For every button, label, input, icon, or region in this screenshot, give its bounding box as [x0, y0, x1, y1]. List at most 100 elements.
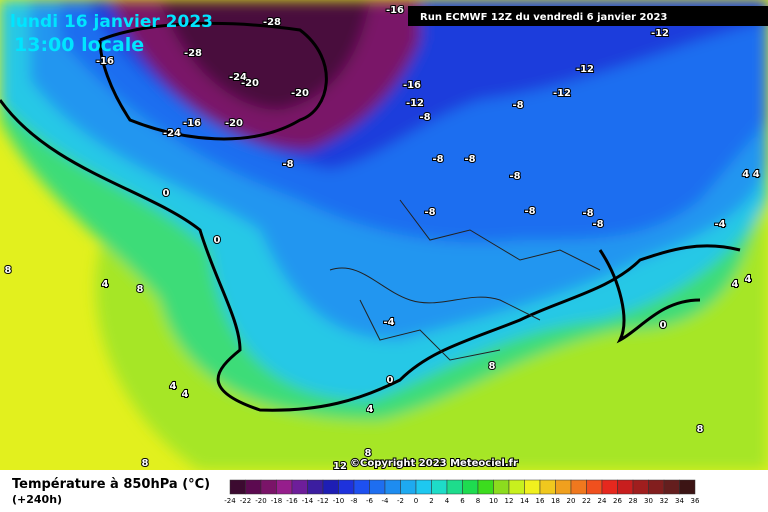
isotherm-label: 8	[697, 424, 704, 435]
isotherm-label: 8	[489, 361, 496, 372]
isotherm-label: -8	[512, 100, 523, 111]
scale-tick-label: 18	[551, 497, 560, 505]
scale-tick-label: -14	[302, 497, 314, 505]
color-swatch	[539, 479, 556, 495]
isotherm-label: -20	[225, 118, 243, 129]
isotherm-label: -24	[229, 72, 247, 83]
scale-tick-label: -16	[286, 497, 298, 505]
temperature-field	[0, 0, 768, 470]
isotherm-label: 4	[102, 279, 109, 290]
isotherm-label: 0	[660, 320, 667, 331]
color-swatch	[679, 479, 696, 495]
color-swatch	[632, 479, 649, 495]
isotherm-label: -12	[553, 88, 571, 99]
scale-tick-label: -2	[397, 497, 404, 505]
legend-title: Température à 850hPa (°C)	[12, 477, 210, 492]
scale-tick-label: 16	[536, 497, 545, 505]
run-info: Run ECMWF 12Z du vendredi 6 janvier 2023	[420, 12, 667, 23]
scale-tick-label: -10	[333, 497, 344, 505]
isotherm-label: 8	[137, 284, 144, 295]
color-swatch	[229, 479, 246, 495]
scale-tick-label: -18	[271, 497, 282, 505]
scale-tick-label: -12	[317, 497, 328, 505]
isotherm-label: -8	[524, 206, 535, 217]
scale-tick-label: 30	[644, 497, 653, 505]
color-swatch	[260, 479, 277, 495]
color-swatch	[338, 479, 355, 495]
isotherm-label: 4	[182, 389, 189, 400]
scale-tick-label: 34	[675, 497, 684, 505]
isotherm-label: -12	[576, 64, 594, 75]
isotherm-label: -28	[184, 48, 202, 59]
color-swatch	[648, 479, 665, 495]
isotherm-label: 4	[170, 381, 177, 392]
isotherm-label: -12	[651, 28, 669, 39]
color-swatch	[322, 479, 339, 495]
color-swatch	[617, 479, 634, 495]
scale-tick-label: 26	[613, 497, 622, 505]
legend-subtitle: (+240h)	[12, 493, 62, 506]
color-swatch	[508, 479, 525, 495]
isotherm-label: -8	[432, 154, 443, 165]
color-swatch	[307, 479, 324, 495]
isotherm-label: -8	[419, 112, 430, 123]
forecast-date: lundi 16 janvier 2023	[10, 12, 213, 32]
forecast-time: 13:00 locale	[14, 34, 144, 56]
color-swatch	[446, 479, 463, 495]
isotherm-label: 0	[214, 235, 221, 246]
isotherm-label: -16	[96, 56, 114, 67]
color-swatch	[524, 479, 541, 495]
color-swatch	[415, 479, 432, 495]
isotherm-label: 4	[732, 279, 739, 290]
isotherm-label: 0	[387, 375, 394, 386]
scale-tick-label: 6	[460, 497, 465, 505]
isotherm-label: 8	[142, 458, 149, 469]
color-swatch	[663, 479, 680, 495]
scale-tick-label: 24	[598, 497, 607, 505]
scale-tick-label: 28	[629, 497, 638, 505]
color-swatch	[245, 479, 262, 495]
color-swatch	[570, 479, 587, 495]
color-swatch	[601, 479, 618, 495]
color-swatch	[586, 479, 603, 495]
isotherm-label: 4 4	[742, 169, 759, 180]
isotherm-label: -8	[592, 219, 603, 230]
isotherm-label: -12	[406, 98, 424, 109]
run-box	[408, 6, 768, 26]
scale-tick-label: 8	[476, 497, 480, 505]
scale-tick-label: 12	[505, 497, 514, 505]
scale-tick-label: 22	[582, 497, 591, 505]
color-swatch	[400, 479, 417, 495]
color-swatch	[291, 479, 308, 495]
isotherm-label: -28	[263, 17, 281, 28]
color-swatch	[555, 479, 572, 495]
isotherm-labels: -28-16-12-16-28-24-20-20-16-12-12 -8-12-2…	[4, 4, 761, 473]
color-scale: -24 -22 -20 -18 -16 -14 -12 -10 -8 -6 -4 -2 0 2 4 6 8 10 1…	[224, 479, 700, 505]
scale-tick-label: -22	[240, 497, 251, 505]
isotherm-label: -24	[163, 128, 181, 139]
isotherm-label: -4	[714, 219, 725, 230]
isotherm-label: 8	[365, 448, 372, 459]
scale-tick-label: 10	[489, 497, 498, 505]
isotherm-label: -8	[282, 159, 293, 170]
isotherm-label: -16	[183, 118, 201, 129]
copyright: ©Copyright 2023 Meteociel.fr	[350, 458, 518, 469]
isotherm-label: -8	[424, 207, 435, 218]
isotherm-label: 4	[367, 404, 374, 415]
scale-tick-label: -8	[351, 497, 358, 505]
isotherm-label: -8	[464, 154, 475, 165]
isotherm-label: -8	[509, 171, 520, 182]
borders	[329, 199, 601, 361]
isotherm-label: 4	[745, 274, 752, 285]
color-swatch	[369, 479, 386, 495]
scale-tick-label: 32	[660, 497, 669, 505]
color-swatch	[462, 479, 479, 495]
scale-tick-label: 36	[691, 497, 700, 505]
scale-tick-label: -24	[224, 497, 236, 505]
coastlines	[0, 21, 741, 412]
color-swatch	[384, 479, 401, 495]
scale-tick-label: -20	[255, 497, 266, 505]
color-swatch	[477, 479, 494, 495]
scale-tick-label: 14	[520, 497, 529, 505]
